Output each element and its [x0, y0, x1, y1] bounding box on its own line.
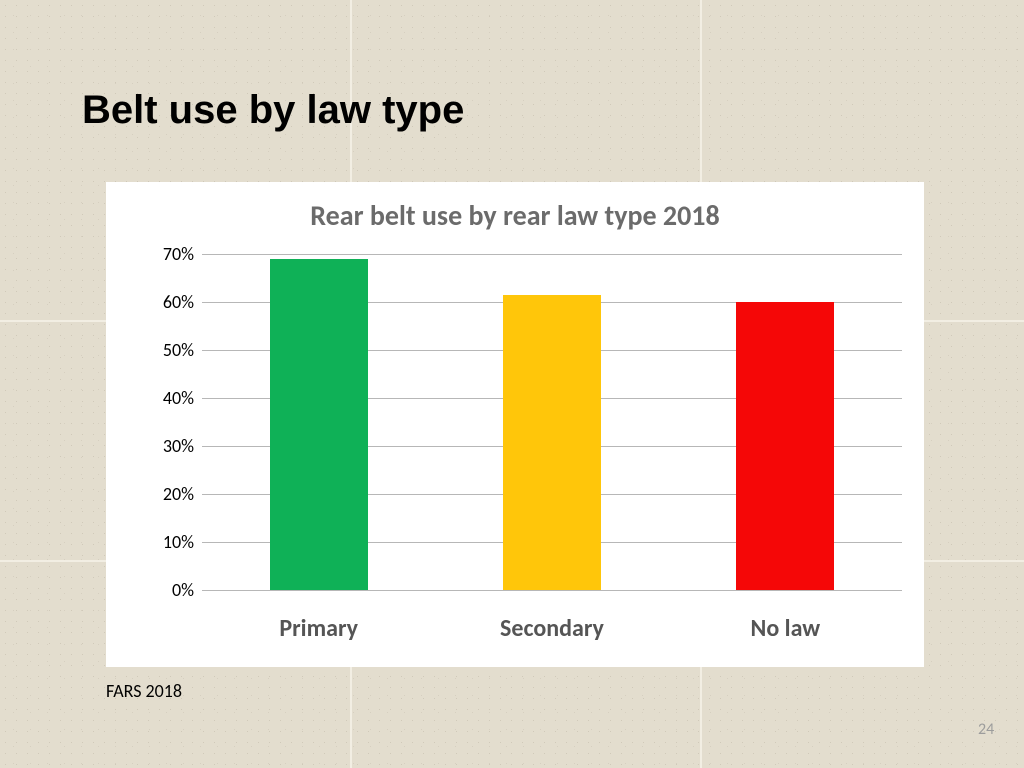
slide-title: Belt use by law type: [82, 88, 464, 133]
chart-xtick-label: Secondary: [435, 614, 668, 643]
page-number: 24: [978, 720, 994, 739]
chart-xtick-label: No law: [669, 614, 902, 643]
chart-ytick-label: 30%: [142, 435, 194, 457]
chart-ytick-label: 70%: [142, 243, 194, 265]
chart-ytick-label: 50%: [142, 339, 194, 361]
chart-ytick-label: 10%: [142, 531, 194, 553]
chart-bar: [736, 302, 834, 590]
chart-gridline: [202, 590, 902, 591]
rear-belt-use-chart: Rear belt use by rear law type 2018 Prim…: [106, 182, 924, 667]
chart-ytick-label: 40%: [142, 387, 194, 409]
source-note: FARS 2018: [106, 680, 182, 702]
chart-plot-area: [202, 254, 902, 590]
chart-ytick-label: 0%: [142, 579, 194, 601]
chart-xtick-label: Primary: [202, 614, 435, 643]
chart-ytick-label: 20%: [142, 483, 194, 505]
chart-bar: [270, 259, 368, 590]
chart-title: Rear belt use by rear law type 2018: [106, 198, 924, 233]
chart-bar: [503, 295, 601, 590]
chart-ytick-label: 60%: [142, 291, 194, 313]
chart-gridline: [202, 254, 902, 255]
